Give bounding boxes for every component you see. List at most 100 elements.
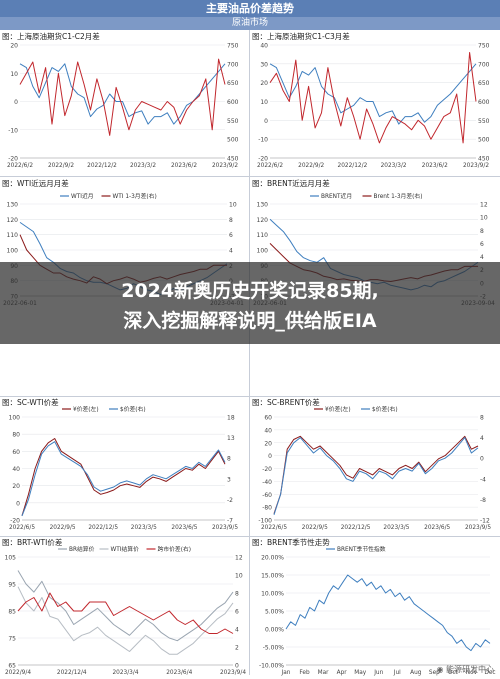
x-tick-label: 2023/9/4 <box>220 670 246 676</box>
chart-c1: -20 -10 0 10 20 450 500 550 600 650 700 750 2022/6/2… <box>7 43 239 170</box>
y-tick-label: -40 <box>262 479 272 486</box>
y2-tick-label: 650 <box>227 80 239 87</box>
y-tick-label: 15.00% <box>261 573 284 580</box>
y2-tick-label: 600 <box>227 99 239 106</box>
y2-tick-label: 12 <box>235 555 243 562</box>
x-tick-label: Jul <box>393 670 401 676</box>
y-tick-label: 20 <box>12 483 20 490</box>
y-tick-label: 100 <box>9 415 21 422</box>
x-tick-label: 2023/3/5 <box>131 525 157 531</box>
legend-label: 跨市价差(右) <box>158 545 192 553</box>
legend-label: WTI结算价 <box>111 545 140 553</box>
x-tick-label: 2022/9/5 <box>302 525 328 531</box>
x-tick-label: 2022/12/2 <box>87 163 117 169</box>
legend-label: BRENT季节性指数 <box>337 545 386 553</box>
x-tick-label: 2022/9/2 <box>48 163 74 169</box>
x-tick-label: Jun <box>373 670 383 676</box>
y2-tick-label: 600 <box>478 99 490 106</box>
chart-title: 图：WTI近远月月差 <box>2 179 69 188</box>
y2-tick-label: 4 <box>480 435 484 442</box>
x-tick-label: 2022/9/4 <box>5 670 31 676</box>
y2-tick-label: 8 <box>480 228 484 235</box>
legend-label: BR结算价 <box>69 545 95 553</box>
x-tick-label: Apr <box>337 670 348 676</box>
y2-tick-label: 750 <box>478 43 490 50</box>
y-tick-label: -10 <box>8 127 18 134</box>
y-tick-label: -100 <box>258 518 272 525</box>
y2-tick-label: 8 <box>227 456 231 463</box>
y-tick-label: 0 <box>264 118 268 125</box>
y-tick-label: 10 <box>260 99 268 106</box>
series-line-1 <box>273 435 479 514</box>
chart-c2: -20 -10 0 10 20 30 40 450 500 550 600 650 700 750 2022… <box>257 43 490 170</box>
y-tick-label: 120 <box>257 217 269 224</box>
watermark-text: 能源研发中心 <box>446 665 494 674</box>
legend-label: Brent 1-3月差(右) <box>374 192 423 200</box>
y2-tick-label: 8 <box>480 415 484 422</box>
y-tick-label: 65 <box>8 663 16 670</box>
x-tick-label: 2023/3/4 <box>112 670 138 676</box>
y-tick-label: -10 <box>258 137 268 144</box>
series-line-2 <box>273 437 479 515</box>
y2-tick-label: 10 <box>235 573 243 580</box>
chart-c8: -10.00% -5.00% 0.00% 5.00% 10.00% 15.00% 20.00… <box>259 545 496 676</box>
chart-c5: -20 0 20 40 60 80 100 -7 -2 3 8 13 18 2022/6/5 2022/9/… <box>9 405 239 531</box>
y-tick-label: 40 <box>260 43 268 50</box>
chart-panel-c6: 图：SC-BRENT价差 -100 -80 -60 -40 -20 0 20 40 60 -12-… <box>250 397 500 536</box>
section-title: 原油市场 <box>0 17 500 30</box>
y2-tick-label: 8 <box>235 591 239 598</box>
chart-panel-c8: 图：BRENT季节性走势 -10.00% -5.00% 0.00% 5.00% 10.0… <box>250 537 500 679</box>
legend-label: $价差(右) <box>372 405 398 413</box>
y-tick-label: 30 <box>260 61 268 68</box>
x-tick-label: Mar <box>318 670 330 676</box>
y2-tick-label: -12 <box>480 518 490 525</box>
y-tick-label: 10.00% <box>261 591 284 598</box>
y-tick-label: 105 <box>5 555 17 562</box>
x-tick-label: Nov <box>466 670 478 676</box>
y-tick-label: -60 <box>262 492 272 499</box>
y2-tick-label: 4 <box>229 248 233 255</box>
x-tick-label: 2022/12/5 <box>341 525 371 531</box>
overlay-banner: 2024新奥历史开奖记录85期, 深入挖掘解释说明_供给版EIA <box>0 262 500 344</box>
y-tick-label: 20.00% <box>261 555 284 562</box>
y2-tick-label: -8 <box>480 497 486 504</box>
y-tick-label: 120 <box>7 217 19 224</box>
wechat-icon: ◉ <box>436 665 446 674</box>
report-title: 主要油品价差趋势 <box>0 0 500 17</box>
y-tick-label: 0.00% <box>265 627 284 634</box>
y2-tick-label: 12 <box>480 202 488 209</box>
y-tick-label: 100 <box>7 248 19 255</box>
legend-label: WTI近月 <box>71 192 94 200</box>
chart-title: 图：BRENT近远月月差 <box>252 179 330 188</box>
overlay-line-1: 2024新奥历史开奖记录85期, <box>121 280 379 302</box>
series-line-1 <box>17 570 234 642</box>
y-tick-label: -20 <box>258 156 268 163</box>
x-tick-label: 2023/6/4 <box>166 670 192 676</box>
y2-tick-label: 700 <box>227 61 239 68</box>
y-tick-label: 110 <box>257 232 269 239</box>
y2-tick-label: 10 <box>229 202 237 209</box>
x-tick-label: May <box>354 670 367 676</box>
y2-tick-label: 450 <box>227 156 239 163</box>
row-divider-3 <box>0 536 500 537</box>
x-tick-label: 2023/9/2 <box>212 163 238 169</box>
x-tick-label: Sep <box>429 670 440 676</box>
chart-title: 图：BRT-WTI价差 <box>2 538 63 547</box>
y2-tick-label: -2 <box>227 497 233 504</box>
series-line-2 <box>269 52 477 144</box>
y2-tick-label: 500 <box>227 137 239 144</box>
y-tick-label: 20 <box>10 43 18 50</box>
y-tick-label: 85 <box>8 609 16 616</box>
series-line-2 <box>19 58 226 136</box>
y2-tick-label: 10 <box>480 215 488 222</box>
chart-panel-c2: 图：上海原油期货C1-C3月差 -20 -10 0 10 20 30 40 450 500 550… <box>250 31 500 176</box>
y2-tick-label: -4 <box>480 476 486 483</box>
y-tick-label: -20 <box>10 518 20 525</box>
series-line-1 <box>285 574 491 652</box>
x-tick-label: 2022/6/2 <box>257 163 283 169</box>
chart-c7: 65 75 85 95 105 0 2 4 6 8 10 12 2022/9/4 2022/12/4 202… <box>5 545 247 676</box>
y-tick-label: -20 <box>262 466 272 473</box>
series-line-1 <box>269 63 477 125</box>
y-tick-label: 80 <box>12 432 20 439</box>
legend-label: BRENT近月 <box>321 192 352 200</box>
